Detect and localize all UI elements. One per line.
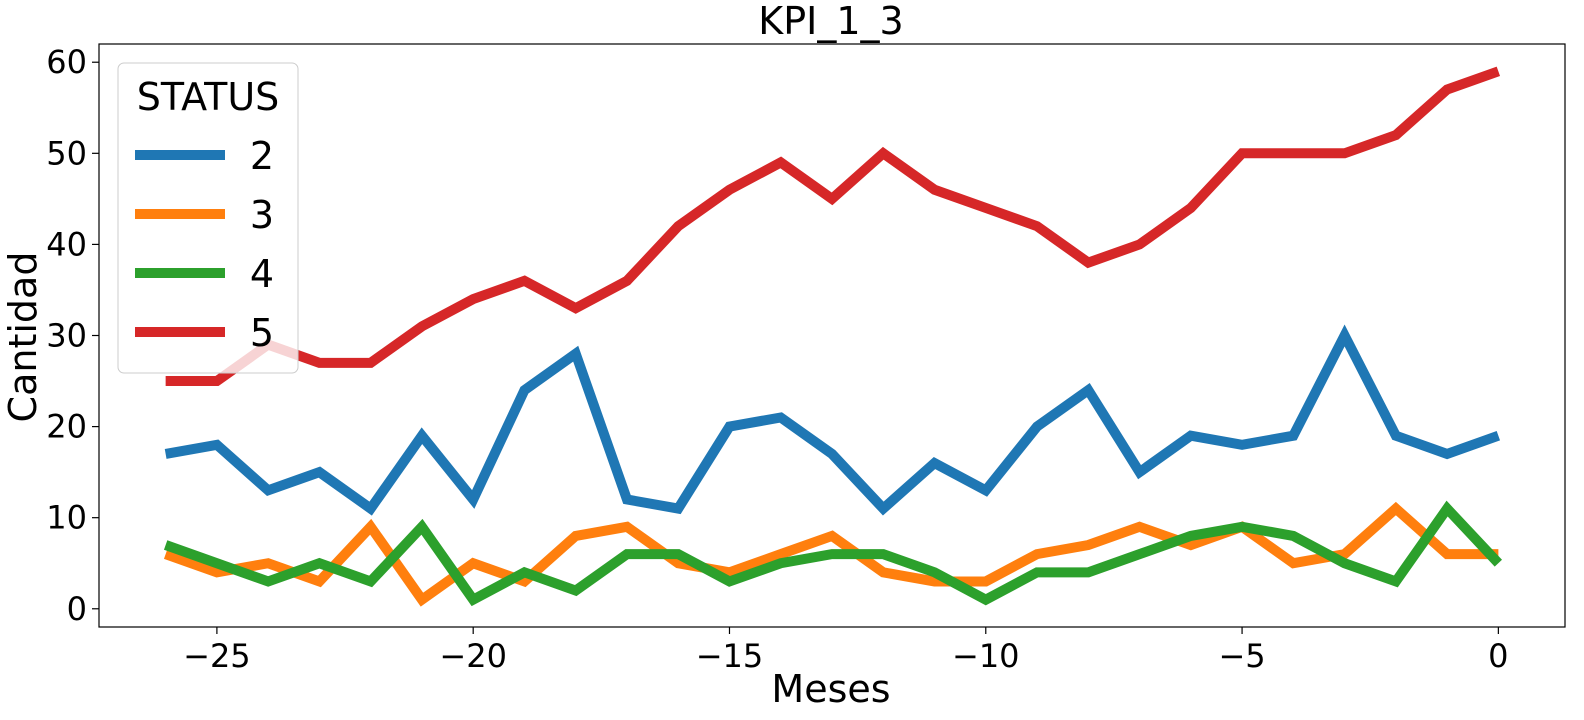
y-tick-label: 50	[46, 134, 87, 172]
y-tick-label: 10	[46, 499, 87, 537]
y-tick-label: 20	[46, 408, 87, 446]
x-tick-label: −20	[439, 637, 507, 675]
y-axis-label: Cantidad	[1, 252, 45, 423]
x-tick-label: 0	[1488, 637, 1508, 675]
y-tick-label: 60	[46, 43, 87, 81]
x-tick-label: −5	[1218, 637, 1265, 675]
legend-entries: 2 3 4 5	[135, 134, 274, 355]
x-tick-label: −25	[183, 637, 251, 675]
chart-title: KPI_1_3	[758, 0, 903, 43]
legend-label: 4	[250, 252, 274, 296]
y-tick-label: 0	[67, 590, 87, 628]
x-tick-label: −15	[696, 637, 764, 675]
plot-lines	[163, 66, 1503, 607]
series-line-4	[163, 500, 1503, 607]
legend-label: 5	[250, 311, 274, 355]
y-axis-ticks: 0 10 20 30 40 50 60	[46, 43, 99, 628]
x-tick-label: −10	[952, 637, 1020, 675]
x-axis-label: Meses	[771, 667, 890, 711]
series-line-5	[165, 66, 1501, 387]
y-tick-label: 40	[46, 225, 87, 263]
x-axis-ticks: −25 −20 −15 −10 −5 0	[183, 627, 1509, 675]
legend-label: 3	[250, 193, 274, 237]
y-tick-label: 30	[46, 317, 87, 355]
legend: STATUS 2 3 4 5	[117, 62, 299, 374]
legend-title: STATUS	[137, 75, 280, 119]
legend-label: 2	[250, 134, 274, 178]
series-line-2	[164, 324, 1501, 516]
series-line-3	[163, 501, 1499, 607]
